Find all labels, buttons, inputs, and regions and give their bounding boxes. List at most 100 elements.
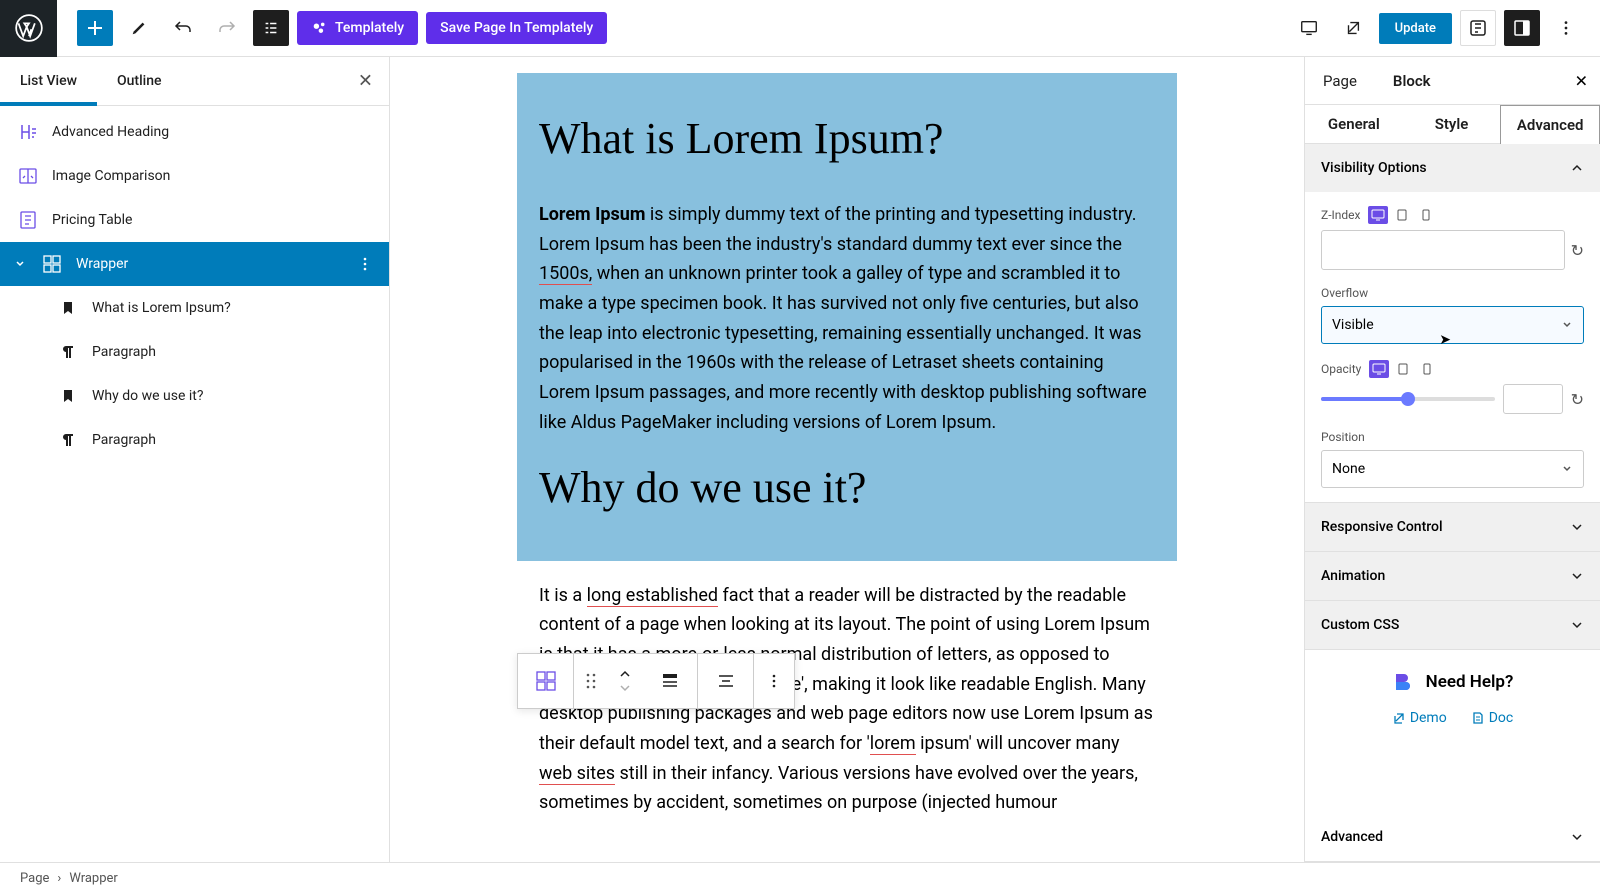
breadcrumb-page[interactable]: Page bbox=[20, 871, 49, 886]
opacity-label: Opacity bbox=[1321, 362, 1361, 376]
tree-item-label: Pricing Table bbox=[52, 212, 132, 228]
wrapper-icon bbox=[40, 252, 64, 276]
align-button-1[interactable] bbox=[642, 654, 698, 708]
block-floating-toolbar bbox=[517, 653, 795, 709]
tab-block[interactable]: Block bbox=[1375, 58, 1449, 104]
update-button[interactable]: Update bbox=[1379, 13, 1452, 44]
device-mobile-icon[interactable] bbox=[1416, 206, 1436, 224]
block-tree: Advanced Heading Image Comparison Pricin… bbox=[0, 106, 389, 466]
zindex-label: Z-Index bbox=[1321, 208, 1360, 222]
list-view-toggle-button[interactable] bbox=[253, 10, 289, 46]
tree-item-label: Paragraph bbox=[92, 432, 156, 448]
tree-item-label: Advanced Heading bbox=[52, 124, 169, 140]
panel-custom-css[interactable]: Custom CSS bbox=[1305, 601, 1600, 649]
eb-settings-button[interactable] bbox=[1460, 10, 1496, 46]
drag-handle[interactable] bbox=[574, 654, 608, 708]
block-more-button[interactable] bbox=[754, 654, 794, 708]
device-desktop-icon[interactable] bbox=[1369, 360, 1389, 378]
move-buttons[interactable] bbox=[608, 654, 642, 708]
top-toolbar: Templately Save Page In Templately Updat… bbox=[0, 0, 1600, 57]
align-button-2[interactable] bbox=[698, 654, 754, 708]
chevron-down-icon bbox=[12, 258, 28, 270]
tree-item-label: Image Comparison bbox=[52, 168, 170, 184]
settings-sidebar: Page Block ✕ General Style Advanced Visi… bbox=[1304, 57, 1600, 862]
device-tablet-icon[interactable] bbox=[1392, 206, 1412, 224]
tree-item-pricing-table[interactable]: Pricing Table bbox=[0, 198, 389, 242]
tree-item-label: Wrapper bbox=[76, 256, 128, 272]
heading-1[interactable]: What is Lorem Ipsum? bbox=[539, 113, 1155, 164]
subtab-style[interactable]: Style bbox=[1403, 105, 1501, 143]
subtab-advanced[interactable]: Advanced bbox=[1500, 105, 1600, 144]
save-templately-label: Save Page In Templately bbox=[440, 20, 593, 36]
redo-button[interactable] bbox=[209, 10, 245, 46]
wp-logo-button[interactable] bbox=[0, 0, 57, 57]
zindex-input[interactable] bbox=[1321, 230, 1565, 270]
tree-item-wrapper[interactable]: Wrapper bbox=[0, 242, 389, 286]
panel-responsive-control[interactable]: Responsive Control bbox=[1305, 503, 1600, 551]
panel-advanced[interactable]: Advanced bbox=[1305, 813, 1600, 861]
editor-canvas[interactable]: What is Lorem Ipsum? Lorem Ipsum is simp… bbox=[390, 57, 1304, 862]
reset-zindex-button[interactable]: ↻ bbox=[1571, 241, 1584, 260]
tree-item-advanced-heading[interactable]: Advanced Heading bbox=[0, 110, 389, 154]
add-block-button[interactable] bbox=[77, 10, 113, 46]
update-label: Update bbox=[1395, 21, 1436, 36]
templately-button[interactable]: Templately bbox=[297, 11, 418, 45]
heading-icon bbox=[16, 120, 40, 144]
paragraph-icon bbox=[56, 428, 80, 452]
overflow-select[interactable]: Visible bbox=[1321, 306, 1584, 344]
panel-visibility-options[interactable]: Visibility Options bbox=[1305, 144, 1600, 192]
external-link-icon bbox=[1392, 711, 1406, 725]
save-templately-button[interactable]: Save Page In Templately bbox=[426, 12, 607, 44]
eb-logo-icon bbox=[1392, 670, 1416, 694]
subtab-general[interactable]: General bbox=[1305, 105, 1403, 143]
heading-2[interactable]: Why do we use it? bbox=[539, 462, 1155, 513]
tree-item-paragraph-2[interactable]: Paragraph bbox=[0, 418, 389, 462]
templately-label: Templately bbox=[335, 20, 404, 36]
view-page-button[interactable] bbox=[1335, 10, 1371, 46]
breadcrumb-wrapper[interactable]: Wrapper bbox=[69, 871, 118, 886]
bookmark-icon bbox=[56, 296, 80, 320]
close-settings-button[interactable]: ✕ bbox=[1575, 71, 1588, 90]
block-type-button[interactable] bbox=[518, 654, 574, 708]
tab-outline[interactable]: Outline bbox=[97, 57, 182, 105]
paragraph-1[interactable]: Lorem Ipsum is simply dummy text of the … bbox=[539, 200, 1155, 438]
device-desktop-icon[interactable] bbox=[1368, 206, 1388, 224]
more-options-button[interactable] bbox=[1548, 10, 1584, 46]
panel-animation[interactable]: Animation bbox=[1305, 552, 1600, 600]
doc-link[interactable]: Doc bbox=[1471, 710, 1514, 726]
opacity-slider[interactable] bbox=[1321, 397, 1495, 401]
tree-item-paragraph-1[interactable]: Paragraph bbox=[0, 330, 389, 374]
reset-opacity-button[interactable]: ↻ bbox=[1571, 390, 1584, 409]
wrapper-block[interactable]: What is Lorem Ipsum? Lorem Ipsum is simp… bbox=[517, 73, 1177, 561]
tab-list-view[interactable]: List View bbox=[0, 57, 97, 105]
demo-link[interactable]: Demo bbox=[1392, 710, 1447, 726]
device-tablet-icon[interactable] bbox=[1393, 360, 1413, 378]
templately-icon bbox=[311, 19, 329, 37]
tree-item-label: Why do we use it? bbox=[92, 388, 203, 404]
chevron-down-icon bbox=[1561, 463, 1573, 475]
opacity-value-input[interactable] bbox=[1503, 384, 1563, 414]
edit-tool-button[interactable] bbox=[121, 10, 157, 46]
chevron-down-icon bbox=[1570, 830, 1584, 844]
close-list-view-button[interactable]: ✕ bbox=[358, 71, 373, 92]
bookmark-icon bbox=[56, 384, 80, 408]
undo-button[interactable] bbox=[165, 10, 201, 46]
preview-desktop-button[interactable] bbox=[1291, 10, 1327, 46]
doc-icon bbox=[1471, 711, 1485, 725]
tree-item-label: What is Lorem Ipsum? bbox=[92, 300, 231, 316]
image-compare-icon bbox=[16, 164, 40, 188]
tree-item-image-comparison[interactable]: Image Comparison bbox=[0, 154, 389, 198]
chevron-down-icon bbox=[1570, 520, 1584, 534]
tree-item-heading-1[interactable]: What is Lorem Ipsum? bbox=[0, 286, 389, 330]
pricing-icon bbox=[16, 208, 40, 232]
tree-item-heading-2[interactable]: Why do we use it? bbox=[0, 374, 389, 418]
paragraph-icon bbox=[56, 340, 80, 364]
device-mobile-icon[interactable] bbox=[1417, 360, 1437, 378]
settings-panel-toggle[interactable] bbox=[1504, 10, 1540, 46]
tree-item-options-button[interactable] bbox=[357, 256, 373, 272]
overflow-label: Overflow bbox=[1321, 286, 1584, 300]
chevron-up-icon bbox=[619, 670, 631, 678]
position-select[interactable]: None bbox=[1321, 450, 1584, 488]
document-outline-panel: List View Outline ✕ Advanced Heading Ima… bbox=[0, 57, 390, 862]
tab-page[interactable]: Page bbox=[1305, 58, 1375, 104]
